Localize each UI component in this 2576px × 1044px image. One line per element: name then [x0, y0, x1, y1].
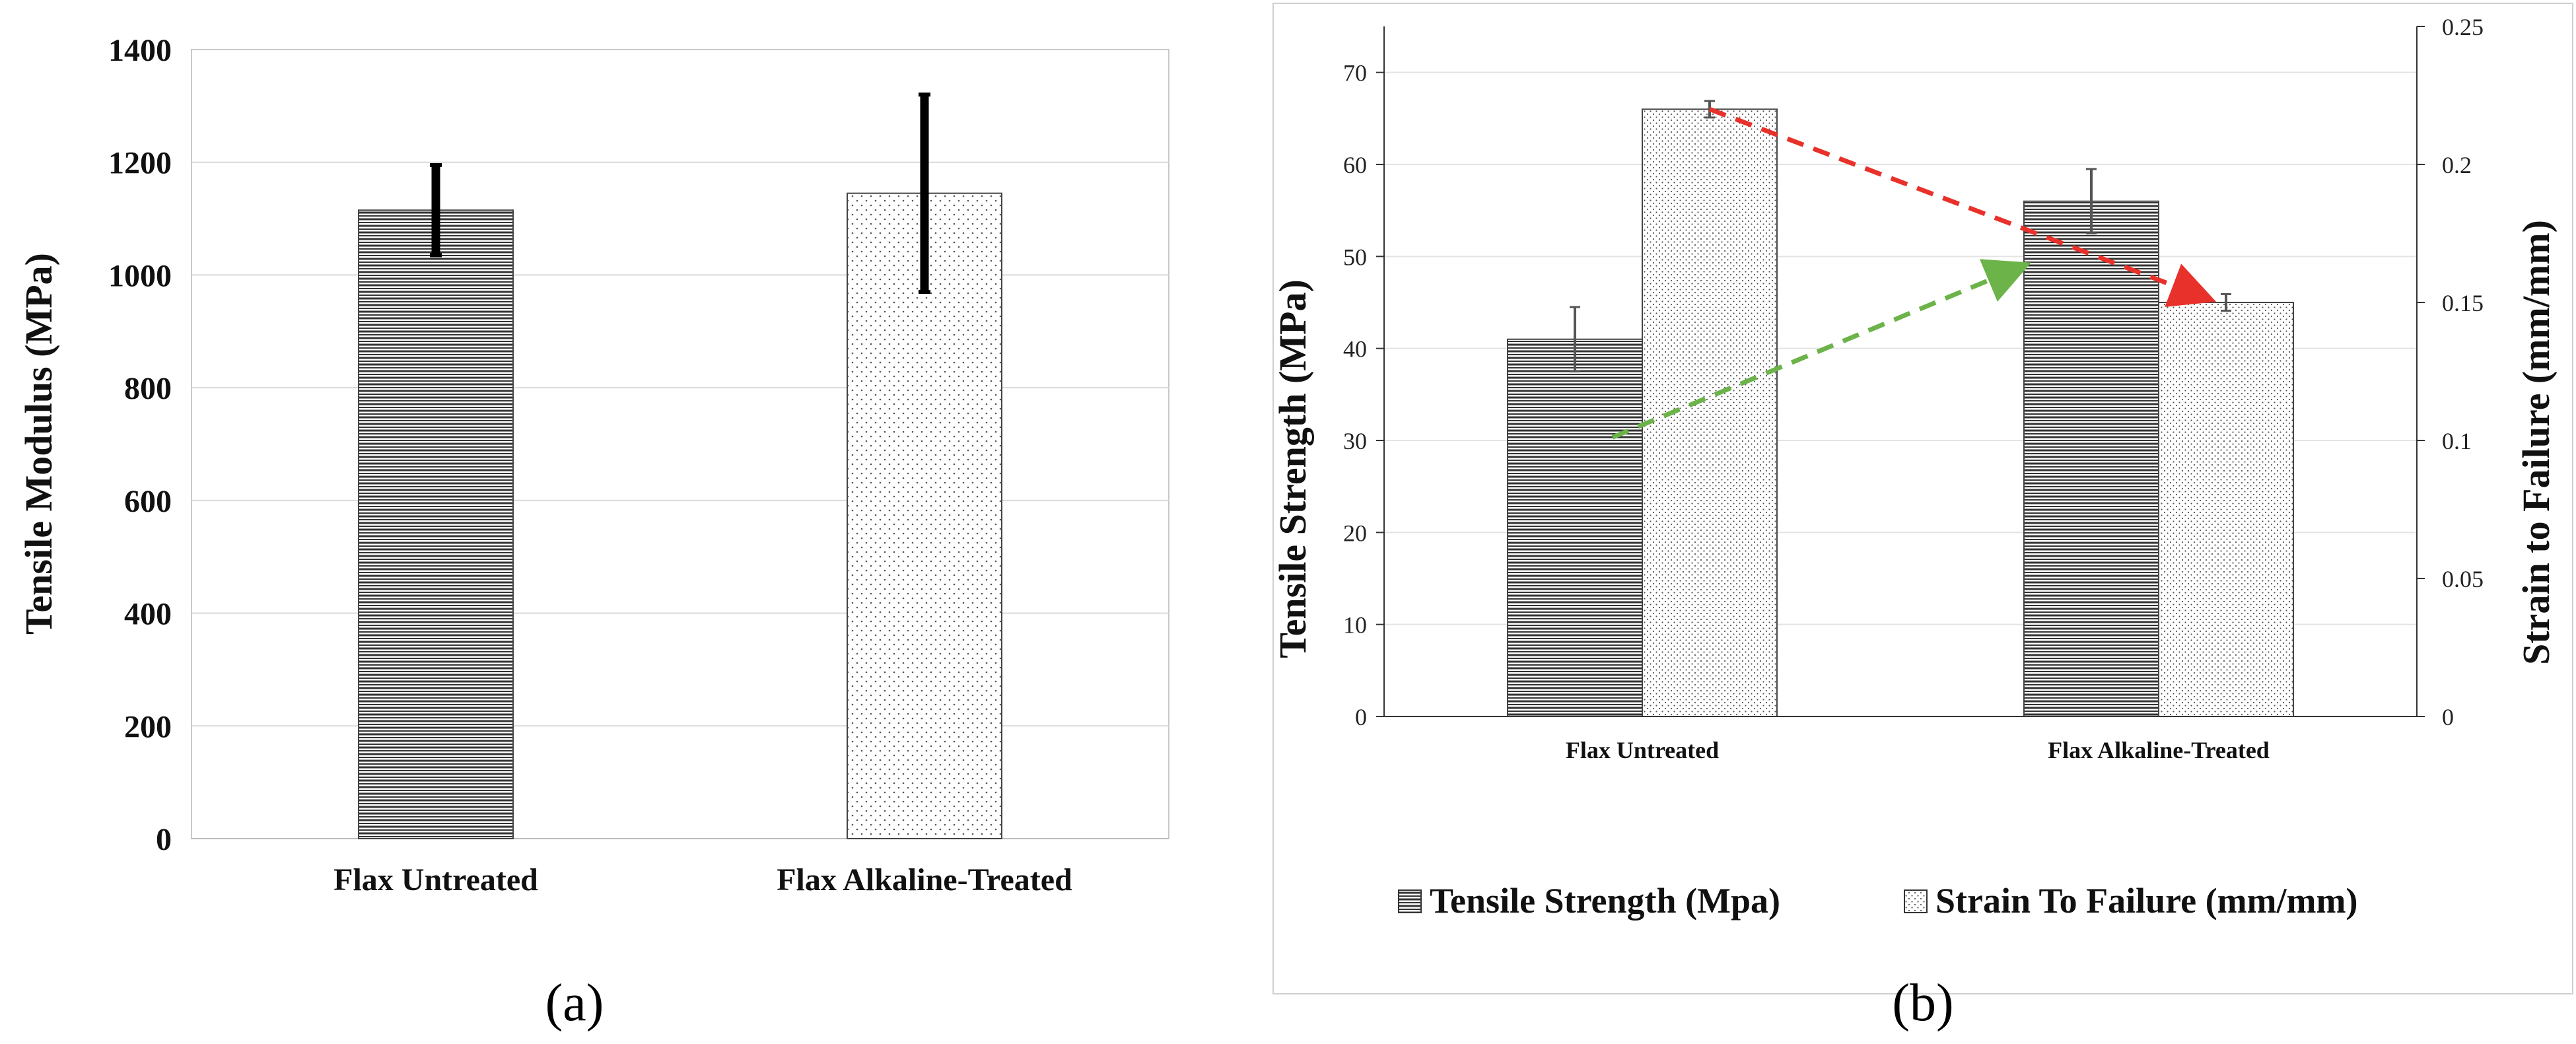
- category-label-flax-alkaline-treated: Flax Alkaline-Treated: [777, 862, 1072, 897]
- left-y-tick-label: 10: [1343, 612, 1367, 639]
- y-tick-label: 1400: [108, 33, 172, 68]
- right-y-tick-label: 0.15: [2442, 290, 2484, 316]
- right-y-tick-label: 0: [2442, 704, 2454, 730]
- right-y-tick-label: 0.1: [2442, 428, 2472, 454]
- legend-swatch-strain-to-failure: [1904, 889, 1928, 913]
- y-tick-label: 600: [124, 484, 172, 519]
- panel-a-gridlines: [191, 161, 1169, 839]
- y-tick-label: 200: [124, 709, 172, 744]
- panel-b-legend: Tensile Strength (Mpa) Strain To Failure…: [1398, 881, 2357, 921]
- left-y-tick-label: 0: [1355, 704, 1367, 730]
- bar-strain-to-failure-mm-mm-flax-untreated: [1642, 108, 1778, 717]
- left-y-tick-label: 50: [1343, 244, 1367, 270]
- legend-label-tensile-strength: Tensile Strength (Mpa): [1430, 881, 1780, 921]
- bar-strain-to-failure-mm-mm-flax-alkaline-treated: [2158, 302, 2294, 717]
- left-y-tick-label: 30: [1343, 428, 1367, 454]
- bar-flax-alkaline-treated: [847, 192, 1002, 839]
- panel-b-trend-arrows: [1611, 107, 2217, 440]
- panel-a-label: (a): [545, 974, 604, 1032]
- y-tick-label: 0: [156, 822, 172, 857]
- panel-b-right-y-axis-title: Strain to Failure (mm/mm): [2515, 220, 2558, 665]
- category-label-flax-untreated: Flax Untreated: [1566, 737, 1719, 763]
- legend-label-strain-to-failure: Strain To Failure (mm/mm): [1935, 881, 2357, 921]
- panel-b-error-bars: [1570, 100, 2231, 372]
- panel-b-label: (b): [1892, 974, 1953, 1032]
- strength-increase-arrow: [1611, 259, 2031, 440]
- panel-a-plot-frame: [191, 49, 1169, 839]
- strain-decrease-arrow: [1708, 107, 2217, 307]
- panel-b-chart-frame: [1272, 3, 2573, 994]
- y-tick-label: 1200: [108, 146, 172, 181]
- panel-b-bars: [1507, 108, 2294, 717]
- panel-a-y-tick-labels: 0 200 400 600 800 1000 1200 1400: [108, 33, 172, 857]
- panel-b-axes: [1376, 26, 2425, 717]
- panel-b-right-y-tick-labels: 0 0.05 0.1 0.15 0.2 0.25: [2442, 14, 2484, 730]
- panel-b-category-labels: Flax Untreated Flax Alkaline-Treated: [1566, 737, 2270, 763]
- legend-swatch-tensile-strength: [1398, 889, 1422, 913]
- bar-tensile-strength-mpa-flax-alkaline-treated: [2023, 200, 2159, 717]
- y-tick-label: 1000: [108, 258, 172, 293]
- bar-tensile-strength-mpa-flax-untreated: [1507, 338, 1643, 717]
- panel-a-category-labels: Flax Untreated Flax Alkaline-Treated: [333, 862, 1072, 897]
- panel-a-bars: [358, 192, 1002, 839]
- panel-a-error-bars: [430, 92, 930, 295]
- panel-b-chart: 0 10 20 30 40 50 60 70 0 0.05 0.1 0.15 0.2 0.25 Flax…: [1271, 3, 2573, 1032]
- category-label-flax-untreated: Flax Untreated: [333, 862, 538, 897]
- right-y-tick-label: 0.2: [2442, 152, 2472, 178]
- left-y-tick-label: 40: [1343, 336, 1367, 363]
- panel-a-chart: 0 200 400 600 800 1000 1200 1400 Flax Untreated…: [17, 33, 1169, 1032]
- panel-b-left-y-axis-title: Tensile Strength (MPa): [1271, 279, 1314, 658]
- right-y-tick-label: 0.25: [2442, 14, 2484, 40]
- panel-b-left-y-tick-labels: 0 10 20 30 40 50 60 70: [1343, 60, 1367, 730]
- left-y-tick-label: 20: [1343, 520, 1367, 546]
- panel-a-y-axis-title: Tensile Modulus (MPa): [17, 253, 60, 635]
- right-y-tick-label: 0.05: [2442, 566, 2484, 592]
- y-tick-label: 400: [124, 597, 172, 632]
- bar-flax-untreated: [358, 209, 514, 839]
- y-tick-label: 800: [124, 371, 172, 406]
- left-y-tick-label: 70: [1343, 60, 1367, 87]
- left-y-tick-label: 60: [1343, 152, 1367, 178]
- category-label-flax-alkaline-treated: Flax Alkaline-Treated: [2048, 737, 2270, 763]
